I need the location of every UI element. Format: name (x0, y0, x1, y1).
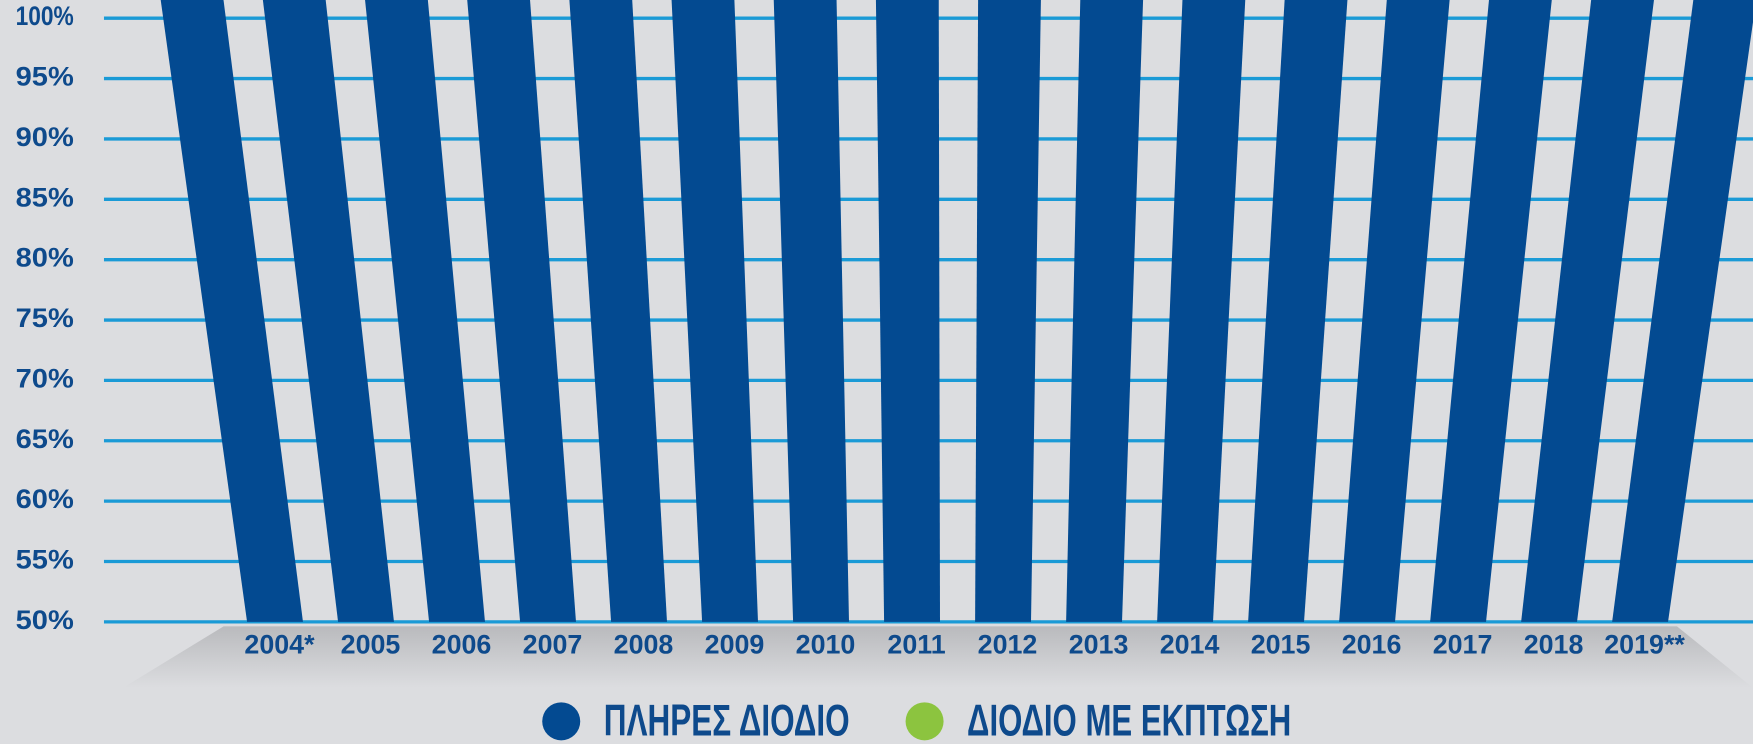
x-tick-label: 2007 (523, 630, 583, 660)
x-tick-label: 2011 (887, 630, 945, 660)
bar-segment (1248, 0, 1348, 622)
legend-marker (905, 702, 944, 741)
x-tick-label: 2018 (1524, 630, 1584, 660)
bar-segment (1066, 0, 1144, 622)
y-tick-label: 90% (16, 122, 74, 152)
bar-segment (569, 0, 667, 622)
y-tick-label: 55% (16, 545, 74, 575)
bar-segment (1612, 0, 1753, 622)
bar-segment (262, 0, 394, 622)
x-tick-label: 2015 (1251, 630, 1311, 660)
bar-segment (365, 0, 485, 622)
bar-segment (1157, 0, 1246, 622)
x-tick-label: 2008 (614, 630, 674, 660)
bar-segment (671, 0, 758, 622)
y-tick-label: 75% (16, 303, 74, 333)
x-tick-label: 2014 (1160, 630, 1220, 660)
x-tick-label: 2004* (244, 630, 315, 660)
y-tick-label: 70% (16, 363, 74, 393)
x-tick-label: 2009 (705, 630, 765, 660)
bar-segment (1339, 0, 1450, 622)
y-tick-label: 80% (16, 243, 74, 273)
x-tick-label: 2019** (1604, 630, 1685, 660)
x-tick-label: 2012 (978, 630, 1038, 660)
floor-shadow (122, 626, 1753, 688)
y-tick-label: 60% (16, 484, 74, 514)
y-tick-label: 65% (16, 424, 74, 454)
legend-marker (542, 702, 581, 741)
y-tick-label: 100% (16, 1, 74, 31)
bar-segment (160, 0, 303, 622)
y-tick-label: 50% (16, 605, 74, 635)
y-tick-label: 95% (16, 62, 74, 92)
bar-segment (1521, 0, 1654, 622)
x-tick-label: 2013 (1069, 630, 1129, 660)
bar-segment (467, 0, 576, 622)
legend-label: ΠΛΗΡΕΣ ΔΙΟΔΙΟ (604, 696, 850, 744)
x-tick-label: 2016 (1342, 630, 1402, 660)
x-tick-label: 2010 (796, 630, 856, 660)
bar-segment (875, 0, 941, 622)
bar-segment (1430, 0, 1552, 622)
x-tick-label: 2006 (432, 630, 492, 660)
x-tick-label: 2005 (341, 630, 401, 660)
y-tick-label: 85% (16, 182, 74, 212)
bar-segment (773, 0, 849, 622)
legend-label: ΔΙΟΔΙΟ ΜΕ ΕΚΠΤΩΣΗ (967, 696, 1291, 744)
x-tick-label: 2017 (1433, 630, 1493, 660)
bar-segment (975, 0, 1041, 622)
